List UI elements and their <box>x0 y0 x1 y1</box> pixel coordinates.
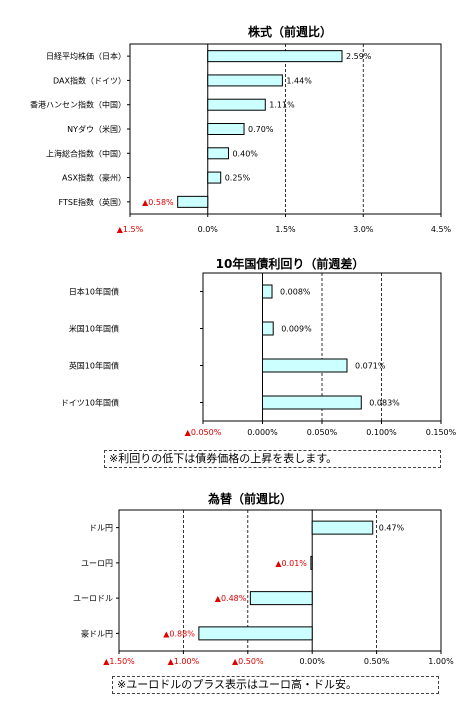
chart-2-data-label: 0.083% <box>369 399 400 408</box>
chart-1-title: 株式（前週比） <box>248 24 332 39</box>
chart-3-data-label: ▲0.48% <box>215 594 247 603</box>
chart-1-bar <box>177 195 209 208</box>
chart-2-bar <box>262 358 348 373</box>
chart-3-tick-label: 0.50% <box>364 657 390 666</box>
chart-1-bar <box>207 74 283 87</box>
chart-3-title: 為替（前週比） <box>208 491 292 506</box>
chart-1-bar <box>207 147 229 160</box>
chart-1-category-label: NYダウ（米国） <box>67 124 126 134</box>
chart-1-tick-label: ▲1.5% <box>117 225 144 234</box>
chart-3-bar <box>249 591 313 606</box>
chart-1-data-label: 0.40% <box>232 149 258 158</box>
chart-1-category-label: 上海総合指数（中国） <box>46 148 126 158</box>
chart-3-tick-label: ▲1.50% <box>103 657 135 666</box>
chart-3-bar <box>310 555 313 570</box>
chart-3-bar <box>198 626 313 641</box>
chart-3-tick-label: ▲0.50% <box>232 657 264 666</box>
chart-1-category-label: FTSE指数（英国） <box>59 197 126 207</box>
chart-3-category-label: ユーロ円 <box>81 559 113 568</box>
chart-3-bar <box>311 520 374 535</box>
chart-2-tick-label: 0.050% <box>307 428 338 437</box>
chart-1-tick-label: 1.5% <box>275 225 296 234</box>
chart-1-data-label: 0.70% <box>248 125 274 134</box>
chart-2-tick-label: 0.000% <box>247 428 278 437</box>
chart-1-category-label: DAX指数（ドイツ） <box>53 75 126 85</box>
chart-1-tick-label: 4.5% <box>431 225 452 234</box>
chart-2-title: 10年国債利回り（前週差） <box>216 256 365 271</box>
chart-3-data-label: ▲0.88% <box>163 629 195 638</box>
chart-2-tick-label: 0.100% <box>366 428 397 437</box>
chart-1-data-label: ▲0.58% <box>142 198 174 207</box>
chart-3-tick-label: 0.00% <box>299 657 325 666</box>
chart-2-tick-label: 0.150% <box>426 428 457 437</box>
chart-1-data-label: 1.44% <box>286 76 312 85</box>
chart-2-bar <box>262 284 273 299</box>
chart-2-category-label: 米国10年国債 <box>69 324 119 334</box>
chart-1-bar <box>207 123 245 135</box>
chart-1-tick-label: 0.0% <box>198 225 219 234</box>
chart-1-tick-label: 3.0% <box>353 225 374 234</box>
chart-2-data-label: 0.071% <box>355 362 386 371</box>
chart-2-bar <box>262 321 274 336</box>
chart-2-category-label: 日本10年国債 <box>69 287 119 297</box>
chart-3-note: ※ユーロドルのプラス表示はユーロ高・ドル安。 <box>112 676 439 694</box>
chart-1-data-label: 0.25% <box>225 174 251 183</box>
chart-2-data-label: 0.009% <box>281 325 312 334</box>
chart-1-category-label: 香港ハンセン指数（中国） <box>30 100 126 110</box>
chart-1-category-label: ASX指数（豪州） <box>62 173 126 183</box>
chart-2-note: ※利回りの低下は債券価格の上昇を表します。 <box>104 450 441 468</box>
chart-3-category-label: 豪ドル円 <box>81 628 113 638</box>
chart-3-tick-label: 1.00% <box>428 657 454 666</box>
chart-1-category-label: 日経平均株価（日本） <box>46 51 126 61</box>
chart-1-bar <box>207 98 266 111</box>
chart-1-bar <box>207 50 343 63</box>
chart-3-data-label: 0.47% <box>379 524 405 533</box>
chart-2-category-label: 英国10年国債 <box>69 361 119 371</box>
chart-3-tick-label: ▲1.00% <box>168 657 200 666</box>
chart-1-data-label: 2.59% <box>346 52 372 61</box>
chart-3-data-label: ▲0.01% <box>275 559 307 568</box>
chart-2-bar <box>262 395 362 410</box>
chart-2-category-label: ドイツ10年国債 <box>61 398 119 408</box>
chart-3-category-label: ユーロドル <box>73 594 113 603</box>
chart-3-category-label: ドル円 <box>89 524 113 533</box>
chart-2-data-label: 0.008% <box>280 288 311 297</box>
chart-1-bar <box>207 171 222 184</box>
chart-1-data-label: 1.11% <box>269 101 295 110</box>
chart-2-tick-label: ▲0.050% <box>185 428 222 437</box>
